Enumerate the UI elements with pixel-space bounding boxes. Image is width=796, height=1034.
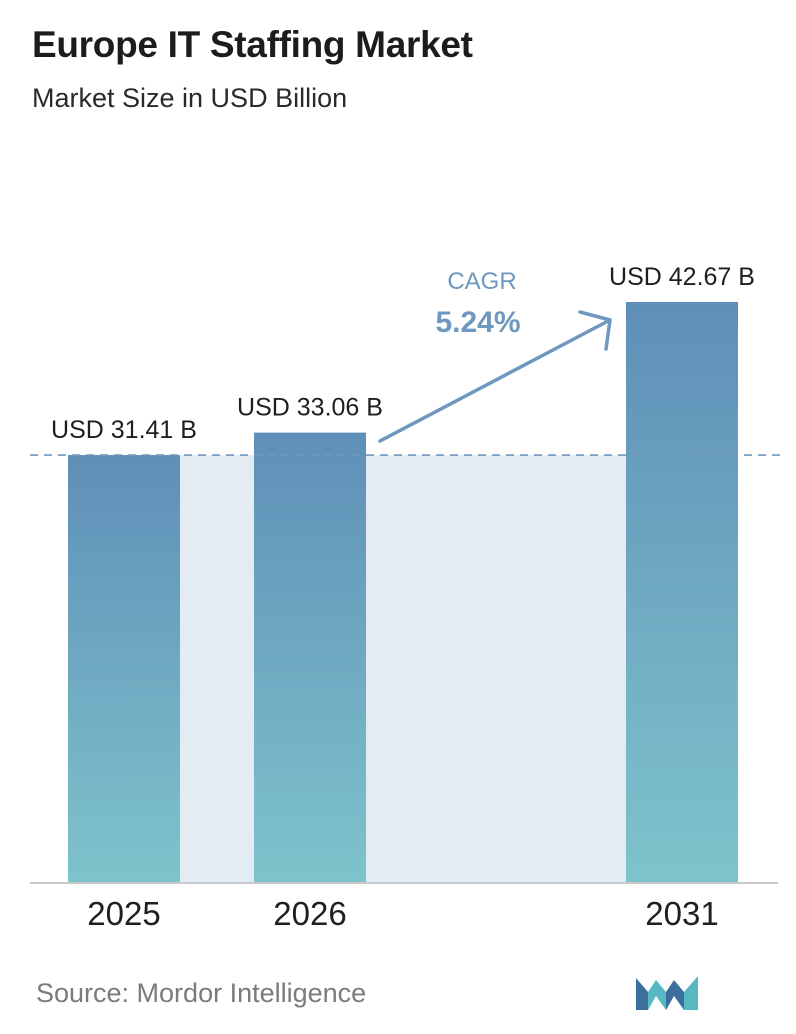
source-text: Source: Mordor Intelligence	[36, 978, 367, 1008]
cagr-label: CAGR	[447, 268, 516, 295]
label-layer: USD 31.41 B 2025 USD 33.06 B 2026 USD 42.67 …	[51, 263, 755, 932]
x-tick-label-2031: 2031	[645, 895, 718, 932]
mordor-intelligence-logo-icon	[636, 976, 698, 1010]
bar-2026	[254, 432, 366, 882]
value-label-2025: USD 31.41 B	[51, 416, 197, 444]
value-label-2026: USD 33.06 B	[237, 394, 383, 422]
bar-2031	[626, 302, 738, 882]
chart-title: Europe IT Staffing Market	[32, 24, 473, 65]
chart-subtitle: Market Size in USD Billion	[32, 83, 348, 113]
bar-2025	[68, 455, 180, 882]
cagr-annotation: CAGR 5.24%	[378, 268, 612, 443]
x-tick-label-2026: 2026	[273, 895, 346, 932]
x-tick-label-2025: 2025	[87, 895, 160, 932]
cagr-arrow	[378, 310, 612, 443]
cagr-value: 5.24%	[435, 306, 520, 339]
bar-layer	[68, 302, 738, 882]
value-label-2031: USD 42.67 B	[609, 263, 755, 291]
